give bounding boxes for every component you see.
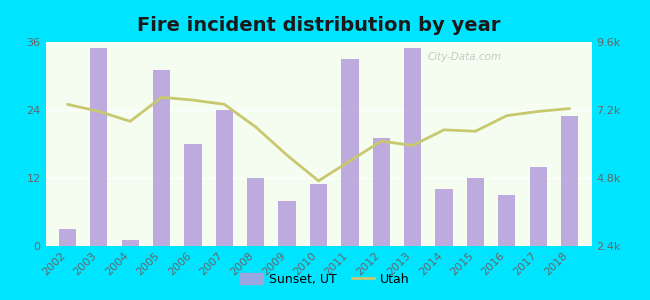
Bar [247, 178, 265, 246]
Bar [530, 167, 547, 246]
Legend: Sunset, UT, Utah: Sunset, UT, Utah [235, 268, 415, 291]
Bar [436, 189, 452, 246]
Bar [153, 70, 170, 246]
Bar [310, 184, 327, 246]
Bar [278, 201, 296, 246]
Bar [372, 138, 390, 246]
Text: City-Data.com: City-Data.com [428, 52, 502, 62]
Bar [404, 48, 421, 246]
Bar [341, 59, 359, 246]
Title: Fire incident distribution by year: Fire incident distribution by year [136, 16, 501, 35]
Bar [561, 116, 578, 246]
Bar [216, 110, 233, 246]
Bar [498, 195, 515, 246]
Bar [90, 48, 107, 246]
Bar [467, 178, 484, 246]
Bar [59, 229, 76, 246]
Bar [185, 144, 202, 246]
Bar [122, 240, 139, 246]
